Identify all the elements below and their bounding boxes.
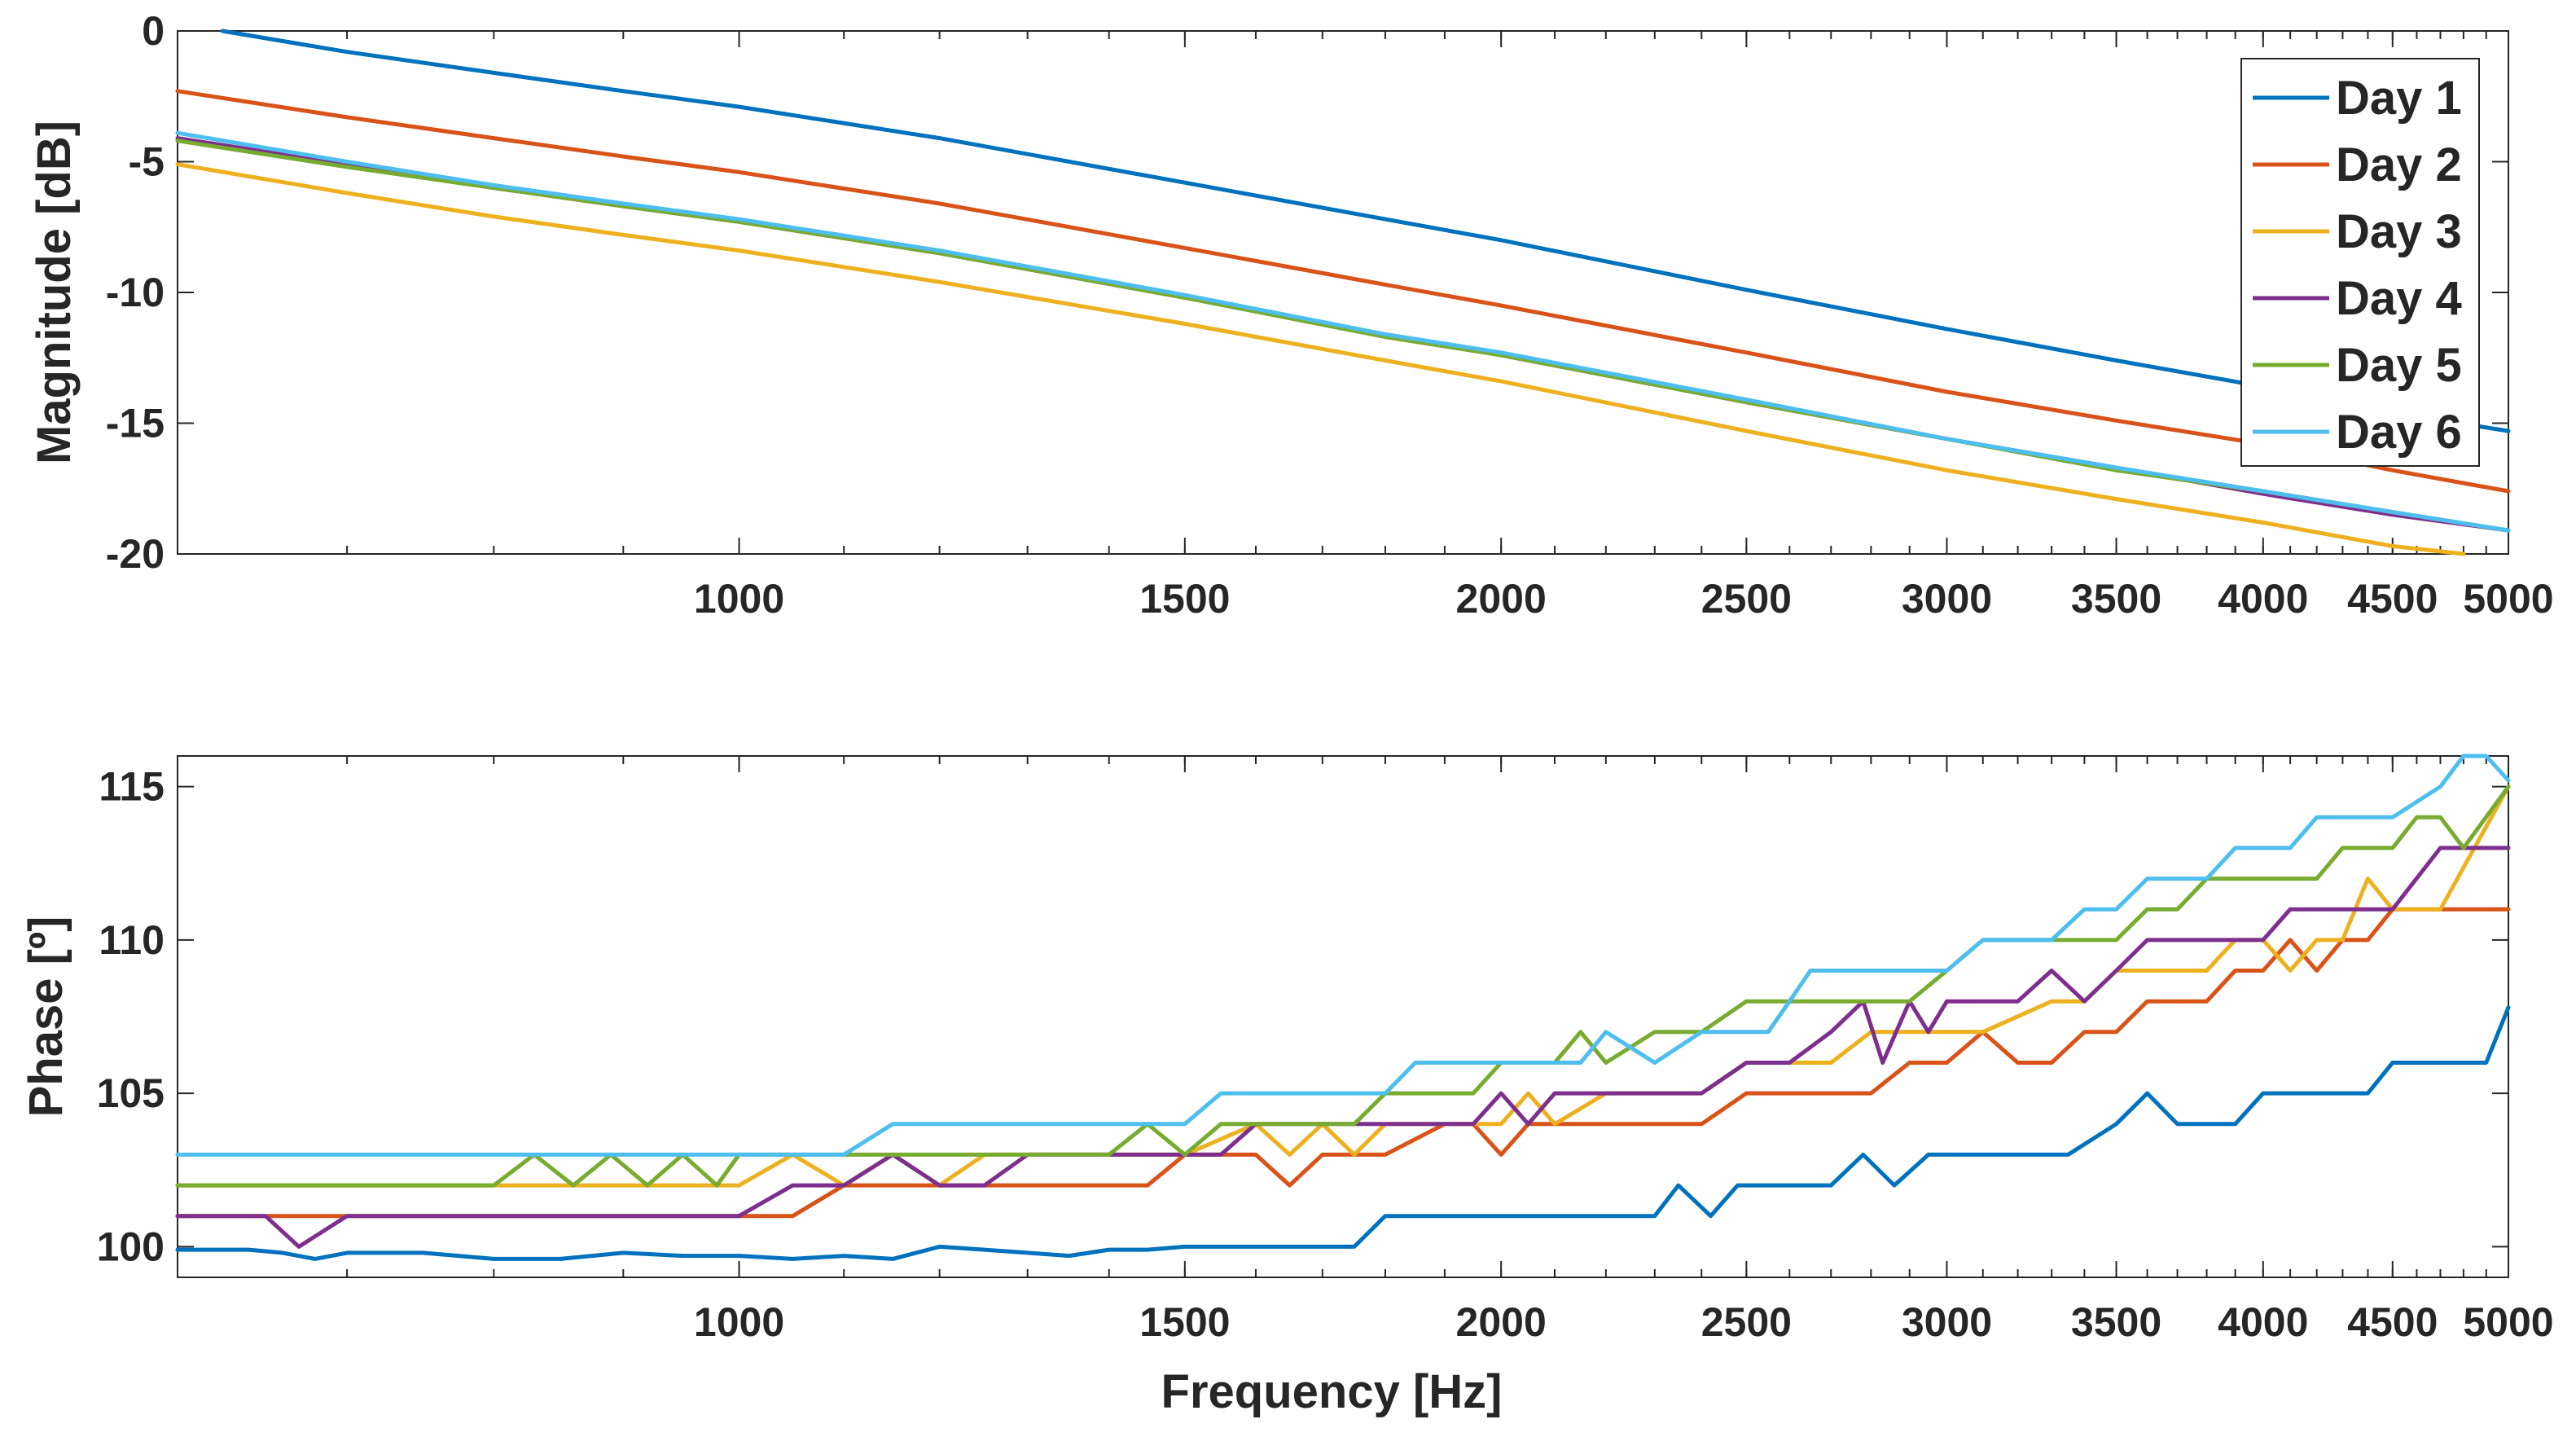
magnitude-series-day-2 <box>175 89 2511 494</box>
magnitude-x-tick-label: 2000 <box>1456 576 1547 622</box>
phase-x-tick-label: 3000 <box>1902 1299 1992 1345</box>
phase-series-day-1 <box>175 1005 2511 1261</box>
phase-x-tick-label: 1500 <box>1139 1299 1230 1345</box>
legend-entries: Day 1 Day 2 Day 3 Day 4 Day 5 Day 6 <box>2253 72 2462 459</box>
legend-label-day-4: Day 4 <box>2336 272 2462 325</box>
magnitude-x-tick-label: 3000 <box>1902 576 1992 622</box>
legend: Day 1 Day 2 Day 3 Day 4 Day 5 Day 6 <box>2240 58 2480 467</box>
phase-y-tick-label: 115 <box>99 764 165 810</box>
phase-x-tick-label: 3500 <box>2071 1299 2161 1345</box>
magnitude-x-tick-label: 1000 <box>694 576 784 622</box>
legend-label-day-5: Day 5 <box>2336 339 2462 392</box>
legend-label-day-1: Day 1 <box>2336 72 2462 125</box>
magnitude-ticks: 1000 1500 2000 2500 3000 3500 4000 4500 5000 0 -5 -… <box>106 8 2554 622</box>
magnitude-y-tick-label: -20 <box>106 531 165 577</box>
magnitude-x-tick-label: 2500 <box>1701 576 1792 622</box>
legend-label-day-2: Day 2 <box>2336 138 2462 191</box>
phase-x-tick-label: 1000 <box>694 1299 784 1345</box>
phase-y-tick-label: 105 <box>97 1070 165 1116</box>
magnitude-x-tick-label: 1500 <box>1139 576 1230 622</box>
phase-series-day-6 <box>175 754 2511 1157</box>
magnitude-y-tick-label: -5 <box>129 139 165 185</box>
magnitude-y-axis-label: Magnitude [dB] <box>28 121 81 464</box>
magnitude-lines <box>175 29 2511 556</box>
magnitude-series-day-6 <box>175 130 2511 533</box>
x-axis-label: Frequency [Hz] <box>1161 1365 1503 1418</box>
magnitude-x-tick-label: 4500 <box>2347 576 2438 622</box>
phase-x-tick-label: 4000 <box>2218 1299 2308 1345</box>
magnitude-x-tick-label: 5000 <box>2463 576 2553 622</box>
phase-lines <box>175 754 2511 1261</box>
phase-plot-area <box>177 755 2509 1278</box>
magnitude-x-tick-label: 4000 <box>2218 576 2308 622</box>
magnitude-y-tick-label: -10 <box>106 270 165 315</box>
magnitude-y-tick-label: 0 <box>142 8 165 54</box>
phase-x-tick-label: 2000 <box>1456 1299 1547 1345</box>
phase-y-tick-label: 100 <box>97 1224 165 1269</box>
phase-x-tick-label: 4500 <box>2347 1299 2438 1345</box>
legend-box <box>2240 58 2480 467</box>
magnitude-panel: 1000 1500 2000 2500 3000 3500 4000 4500 5000 0 -5 -… <box>28 8 2554 622</box>
legend-label-day-3: Day 3 <box>2336 205 2462 258</box>
magnitude-series-day-3 <box>175 162 2466 556</box>
phase-y-tick-label: 110 <box>99 917 165 963</box>
magnitude-y-tick-label: -15 <box>106 401 165 446</box>
magnitude-x-tick-label: 3500 <box>2071 576 2161 622</box>
magnitude-series-day-1 <box>220 29 2511 433</box>
phase-x-tick-label: 5000 <box>2463 1299 2553 1345</box>
phase-series-day-4 <box>175 846 2511 1249</box>
phase-x-tick-label: 2500 <box>1701 1299 1792 1345</box>
legend-label-day-6: Day 6 <box>2336 406 2462 459</box>
phase-y-axis-label: Phase [º] <box>20 916 72 1118</box>
phase-panel: 1000 1500 2000 2500 3000 3500 4000 4500 5000 100 1… <box>20 754 2554 1418</box>
